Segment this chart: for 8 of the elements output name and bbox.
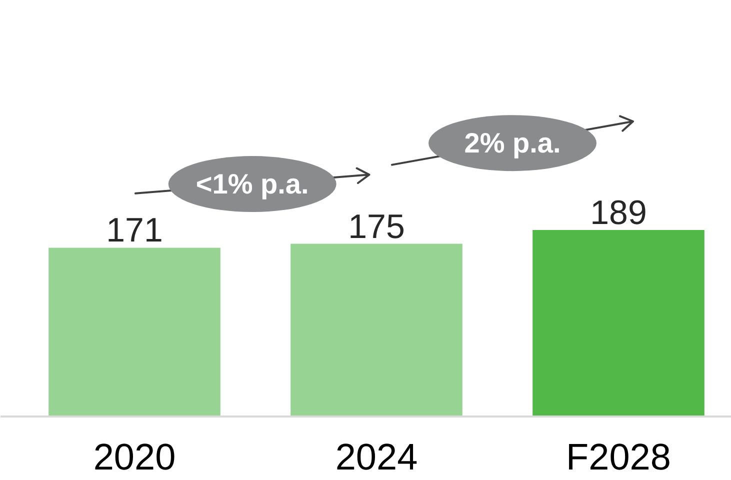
x-tick-label: F2028 xyxy=(566,436,671,478)
data-label: 171 xyxy=(106,212,163,250)
text: 2% p.a. xyxy=(464,128,561,159)
data-label: 189 xyxy=(590,194,647,232)
x-tick-label: 2020 xyxy=(93,436,176,478)
text: <1% p.a. xyxy=(196,168,309,200)
x-tick-label: 2024 xyxy=(335,436,418,478)
data-label: 175 xyxy=(348,208,405,246)
